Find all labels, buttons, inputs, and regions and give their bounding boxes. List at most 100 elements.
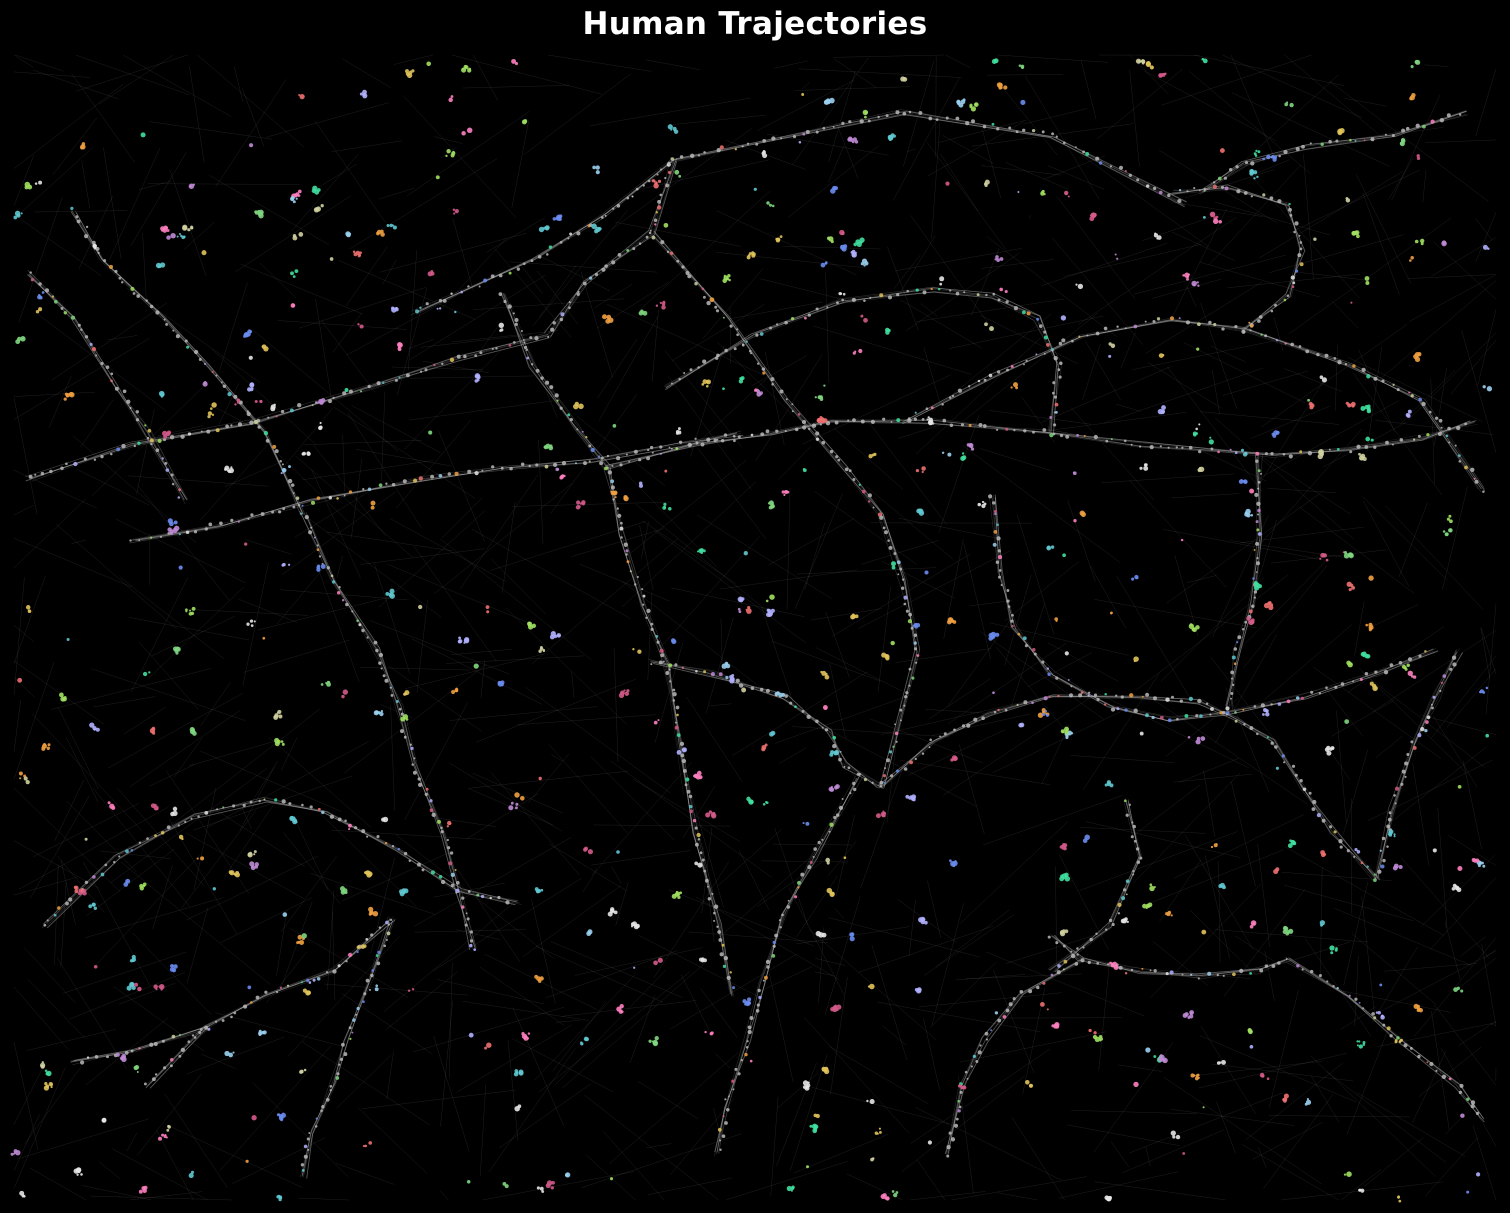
corridor-node (1299, 450, 1303, 454)
corridor-node (1105, 928, 1108, 931)
corridor-node (1373, 445, 1377, 449)
background-link (882, 1025, 907, 1046)
background-link (1284, 846, 1444, 936)
stay-point (546, 1180, 553, 1186)
background-link (457, 869, 521, 963)
stay-point (189, 609, 192, 612)
corridor-node (631, 195, 634, 198)
stay-point (1142, 903, 1147, 909)
stay-point (633, 966, 636, 969)
background-link (60, 860, 76, 925)
background-link (960, 821, 1069, 924)
stay-point (576, 500, 581, 505)
background-link (103, 147, 122, 259)
corridor-node (755, 333, 759, 337)
stay-point (1343, 553, 1350, 559)
background-link (670, 1098, 735, 1175)
corridor-node (1321, 818, 1326, 823)
background-link (13, 577, 25, 696)
background-link (342, 434, 345, 492)
background-link (992, 711, 1121, 773)
corridor-node (70, 315, 76, 320)
background-link (1006, 934, 1097, 964)
corridor-link (1287, 960, 1481, 1119)
stay-point (158, 1136, 162, 1141)
corridor-node (424, 792, 428, 797)
background-link (86, 848, 175, 917)
stay-point (211, 413, 215, 416)
corridor-node (1146, 184, 1150, 188)
stay-point (587, 849, 593, 855)
stay-point (476, 378, 480, 382)
corridor-node (755, 1009, 760, 1013)
stay-point (1202, 58, 1208, 64)
stay-point (912, 624, 917, 628)
background-link (1184, 834, 1254, 951)
corridor-node (387, 923, 390, 926)
corridor-node (774, 933, 778, 938)
corridor-link (46, 800, 520, 924)
background-link (532, 210, 628, 326)
stay-point (174, 648, 177, 651)
stay-point (115, 1052, 120, 1057)
corridor-node (233, 1011, 237, 1015)
background-link (931, 122, 941, 240)
stay-point (1348, 588, 1352, 592)
corridor-node (772, 940, 776, 945)
stay-point (320, 204, 324, 208)
background-link (836, 122, 859, 179)
stay-point (515, 1071, 519, 1074)
stay-point (876, 1132, 879, 1135)
stay-point (826, 887, 833, 894)
corridor-node (771, 136, 776, 141)
background-link (1251, 405, 1330, 439)
corridor-node (779, 389, 784, 394)
corridor-node (1006, 368, 1009, 372)
stay-point (447, 820, 452, 826)
corridor-link (73, 1025, 211, 1061)
stay-point (407, 989, 411, 992)
background-link (1174, 555, 1199, 637)
background-link (342, 852, 449, 902)
stay-point (518, 1069, 524, 1075)
background-link (1324, 127, 1444, 145)
corridor-node (310, 500, 316, 505)
background-link (1482, 949, 1497, 960)
corridor-node (1230, 670, 1235, 675)
corridor-node (1418, 654, 1422, 658)
corridor-node (163, 438, 166, 442)
stay-point (510, 801, 514, 805)
stay-point (840, 245, 843, 248)
background-link (1080, 60, 1097, 119)
background-link (268, 737, 372, 828)
stay-point (170, 811, 175, 817)
corridor-node (897, 573, 900, 576)
stay-point (999, 287, 1004, 292)
corridor-node (554, 393, 559, 398)
corridor-node (1005, 1008, 1010, 1013)
background-link (1172, 231, 1236, 262)
stay-point (1362, 1043, 1366, 1046)
stay-point (700, 959, 705, 963)
corridor-node (1225, 713, 1228, 716)
stay-point (696, 550, 700, 553)
corridor-node (858, 483, 861, 486)
corridor-node (180, 1047, 186, 1053)
corridor-node (540, 376, 544, 380)
corridor-node (655, 211, 658, 214)
corridor-node (961, 724, 966, 728)
stay-point (1063, 843, 1068, 848)
stay-point (466, 127, 473, 134)
corridor-node (1053, 356, 1058, 361)
background-link (440, 538, 592, 660)
corridor-node (697, 154, 701, 157)
corridor-node (1301, 968, 1304, 971)
background-link (16, 1118, 150, 1160)
stay-point (924, 920, 928, 925)
corridor-node (1253, 596, 1256, 599)
background-link (52, 117, 98, 176)
background-link (184, 608, 309, 616)
stay-point (1201, 929, 1207, 935)
stay-point (1193, 432, 1197, 437)
background-link (779, 747, 807, 764)
